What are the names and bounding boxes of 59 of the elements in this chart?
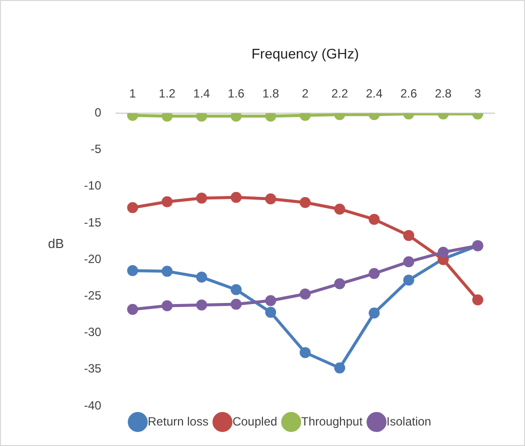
point <box>127 304 138 315</box>
point <box>403 274 414 286</box>
y-tick-label: -10 <box>84 178 102 193</box>
legend-label: Return loss <box>148 414 208 428</box>
point <box>127 202 138 214</box>
point <box>300 197 311 208</box>
legend-label: Coupled <box>232 414 278 428</box>
y-tick-label: -30 <box>84 325 102 340</box>
x-tick-label: 3 <box>474 86 482 100</box>
point <box>162 300 173 312</box>
x-tick-label: 1.2 <box>158 86 176 100</box>
point <box>196 113 208 122</box>
point <box>196 272 208 283</box>
point <box>196 299 208 310</box>
point <box>230 284 242 296</box>
point <box>368 268 380 280</box>
y-tick-label: -35 <box>84 362 102 376</box>
y-tick-label: -25 <box>84 288 102 303</box>
point <box>403 230 414 241</box>
point <box>334 278 346 290</box>
y-tick-label: -5 <box>90 142 102 156</box>
point <box>472 294 484 306</box>
point <box>438 246 449 258</box>
point <box>230 113 242 122</box>
point <box>265 193 276 204</box>
x-axis-title: Frequency (GHz) <box>251 45 359 62</box>
point <box>368 214 380 225</box>
x-tick-label: 2.2 <box>331 86 348 100</box>
x-tick-label: 2.6 <box>400 86 418 100</box>
point <box>334 204 346 215</box>
x-tick-label: 1.8 <box>262 86 280 100</box>
point <box>162 113 173 122</box>
point <box>300 288 311 300</box>
legend-label: Isolation <box>386 414 432 428</box>
point <box>196 192 208 204</box>
x-tick-label: 1.4 <box>193 86 210 100</box>
x-tick-label: 2.8 <box>434 86 452 100</box>
y-tick-label: -15 <box>84 215 102 230</box>
x-tick-label: 1.6 <box>228 86 245 100</box>
point <box>265 113 276 122</box>
point <box>230 192 242 203</box>
point <box>127 265 138 276</box>
point <box>162 266 173 277</box>
point <box>230 298 242 310</box>
y-tick-label: -40 <box>84 398 102 412</box>
y-axis-title: dB <box>48 236 64 251</box>
x-tick-label: 2.4 <box>366 86 383 100</box>
point <box>300 347 311 358</box>
point <box>368 308 380 319</box>
x-tick-label: 1 <box>129 86 136 100</box>
point <box>265 306 276 318</box>
y-tick-label: -20 <box>84 252 102 266</box>
point <box>334 362 346 374</box>
point <box>162 196 173 208</box>
point <box>265 295 276 306</box>
point <box>403 256 414 268</box>
y-tick-label: 0 <box>94 106 102 120</box>
legend-label: Throughput <box>301 414 364 428</box>
x-tick-label: 2 <box>302 86 309 100</box>
